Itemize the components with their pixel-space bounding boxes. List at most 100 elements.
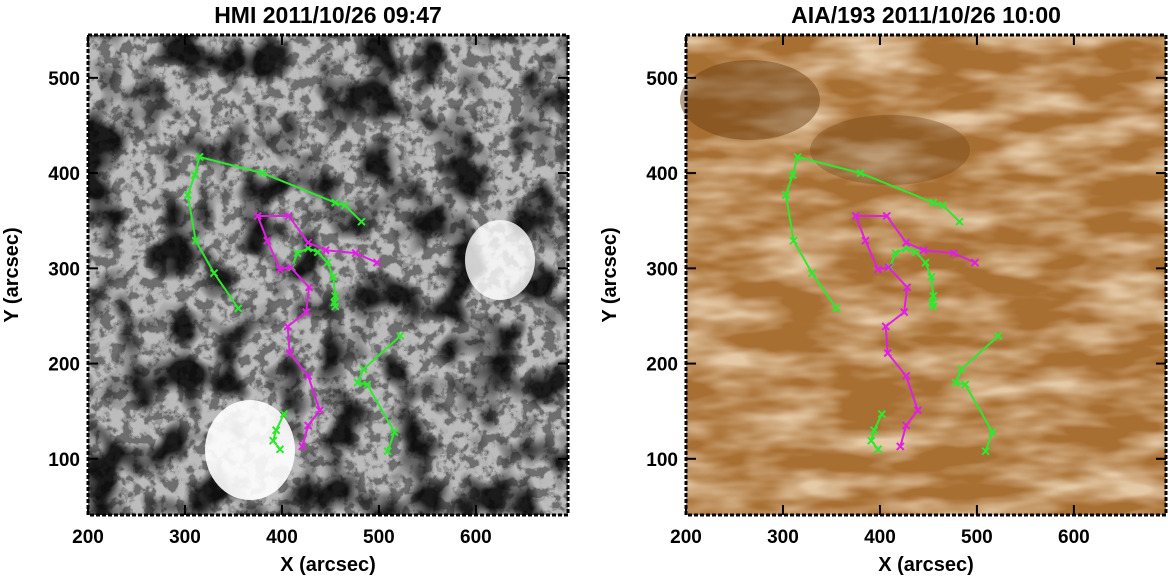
point-marker: [951, 378, 960, 387]
point-marker: [901, 371, 911, 381]
point-marker: [298, 442, 307, 451]
point-marker: [994, 331, 1003, 341]
chart-title: AIA/193 2011/10/26 10:00: [791, 2, 1061, 28]
point-marker: [793, 152, 802, 162]
track-line: [870, 413, 883, 450]
point-marker: [303, 371, 313, 381]
y-axis-label: Y (arcsec): [599, 227, 621, 322]
track-line: [186, 155, 363, 309]
point-marker: [781, 190, 791, 200]
point-marker: [901, 421, 911, 430]
point-marker: [284, 211, 293, 221]
point-marker: [902, 283, 912, 292]
point-marker: [353, 378, 362, 387]
point-marker: [921, 258, 930, 267]
track-line: [272, 413, 285, 450]
y-tick-label: 500: [48, 69, 80, 90]
plot-frame: [86, 33, 570, 517]
point-marker: [896, 442, 905, 451]
point-marker: [981, 446, 990, 456]
point-marker: [911, 247, 921, 257]
point-marker: [303, 421, 313, 430]
point-marker: [313, 247, 323, 257]
point-marker: [209, 268, 219, 278]
point-marker: [913, 406, 922, 415]
point-marker: [234, 304, 243, 313]
y-axis-label: Y (arcsec): [1, 227, 23, 322]
y-tick-label: 100: [48, 450, 80, 471]
point-marker: [883, 348, 892, 358]
point-marker: [390, 427, 399, 437]
point-marker: [881, 322, 890, 331]
point-marker: [183, 190, 193, 200]
point-marker: [891, 248, 900, 258]
point-marker: [938, 201, 948, 210]
x-tick-label: 200: [72, 527, 104, 548]
point-marker: [884, 263, 893, 272]
point-marker: [927, 272, 936, 282]
point-marker: [955, 217, 964, 226]
point-marker: [383, 446, 392, 456]
x-tick-label: 500: [961, 527, 993, 548]
point-marker: [331, 198, 340, 207]
point-marker: [315, 406, 324, 415]
point-marker: [286, 263, 295, 272]
y-tick-label: 200: [48, 355, 80, 376]
point-marker: [899, 307, 909, 317]
track-line: [954, 335, 999, 452]
point-marker: [851, 211, 860, 221]
point-marker: [285, 348, 294, 358]
point-marker: [363, 380, 372, 389]
point-marker: [357, 217, 366, 226]
x-tick-label: 300: [767, 527, 799, 548]
point-marker: [191, 236, 200, 245]
point-marker: [961, 380, 970, 389]
point-marker: [957, 365, 966, 374]
point-marker: [304, 283, 314, 292]
point-marker: [195, 152, 204, 162]
point-marker: [372, 258, 382, 267]
x-tick-label: 300: [169, 527, 201, 548]
point-marker: [321, 246, 330, 255]
point-marker: [329, 272, 338, 282]
point-marker: [861, 236, 870, 245]
point-marker: [275, 445, 285, 454]
x-axis-label: X (arcsec): [280, 554, 376, 576]
y-tick-label: 100: [646, 450, 678, 471]
point-marker: [929, 291, 938, 301]
point-marker: [873, 445, 883, 454]
point-marker: [807, 268, 817, 278]
point-marker: [919, 246, 928, 255]
point-marker: [359, 365, 368, 374]
point-marker: [269, 436, 278, 445]
point-marker: [340, 201, 350, 210]
point-marker: [988, 427, 997, 437]
point-marker: [331, 291, 340, 301]
point-marker: [331, 302, 340, 311]
point-marker: [301, 307, 311, 317]
point-marker: [279, 409, 289, 419]
track-line: [356, 335, 401, 452]
point-marker: [789, 236, 798, 245]
panel-background: [88, 35, 1166, 515]
x-tick-label: 400: [864, 527, 896, 548]
point-marker: [929, 198, 938, 207]
point-marker: [303, 238, 313, 247]
point-marker: [929, 302, 938, 311]
point-marker: [856, 168, 865, 178]
x-tick-label: 600: [460, 527, 492, 548]
point-marker: [877, 409, 887, 419]
x-tick-label: 500: [363, 527, 395, 548]
point-marker: [869, 426, 879, 435]
track-line: [784, 155, 961, 309]
point-marker: [190, 170, 199, 180]
y-tick-label: 300: [646, 259, 678, 280]
point-marker: [867, 436, 876, 445]
x-tick-label: 200: [670, 527, 702, 548]
point-marker: [258, 168, 267, 178]
point-marker: [293, 248, 302, 258]
point-marker: [351, 248, 360, 258]
point-marker: [275, 265, 285, 274]
point-marker: [253, 211, 262, 221]
point-marker: [949, 248, 958, 258]
